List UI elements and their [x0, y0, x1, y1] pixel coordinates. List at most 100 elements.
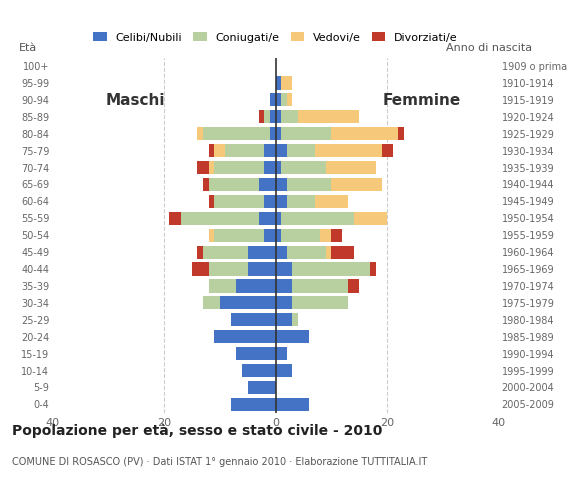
- Bar: [276, 398, 309, 411]
- Bar: [287, 144, 314, 157]
- Bar: [248, 263, 276, 276]
- Bar: [203, 178, 209, 191]
- Bar: [264, 161, 276, 174]
- Bar: [276, 228, 281, 242]
- Bar: [276, 245, 287, 259]
- Bar: [276, 296, 292, 310]
- Bar: [214, 195, 264, 208]
- Bar: [231, 398, 276, 411]
- Bar: [276, 144, 287, 157]
- Bar: [276, 178, 287, 191]
- Bar: [270, 93, 275, 107]
- Bar: [276, 330, 309, 343]
- Bar: [292, 313, 298, 326]
- Bar: [276, 263, 292, 276]
- Bar: [270, 110, 275, 123]
- Bar: [237, 347, 276, 360]
- Bar: [276, 313, 292, 326]
- Bar: [209, 144, 214, 157]
- Bar: [287, 178, 331, 191]
- Bar: [314, 144, 382, 157]
- Bar: [298, 110, 359, 123]
- Bar: [276, 347, 287, 360]
- Bar: [281, 161, 326, 174]
- Bar: [348, 279, 359, 292]
- Bar: [281, 93, 287, 107]
- Bar: [264, 110, 270, 123]
- Bar: [276, 279, 292, 292]
- Bar: [331, 245, 354, 259]
- Bar: [259, 178, 276, 191]
- Bar: [281, 228, 320, 242]
- Text: Anno di nascita: Anno di nascita: [446, 43, 532, 53]
- Text: Popolazione per età, sesso e stato civile - 2010: Popolazione per età, sesso e stato civil…: [12, 423, 382, 438]
- Bar: [197, 245, 203, 259]
- Bar: [203, 245, 248, 259]
- Bar: [264, 144, 276, 157]
- Bar: [180, 212, 259, 225]
- Bar: [214, 161, 264, 174]
- Bar: [331, 228, 342, 242]
- Text: COMUNE DI ROSASCO (PV) · Dati ISTAT 1° gennaio 2010 · Elaborazione TUTTITALIA.IT: COMUNE DI ROSASCO (PV) · Dati ISTAT 1° g…: [12, 456, 427, 467]
- Bar: [281, 76, 292, 90]
- Bar: [314, 195, 348, 208]
- Bar: [209, 228, 214, 242]
- Bar: [214, 330, 276, 343]
- Bar: [259, 110, 264, 123]
- Bar: [276, 161, 281, 174]
- Bar: [287, 93, 292, 107]
- Bar: [326, 161, 376, 174]
- Bar: [276, 76, 281, 90]
- Bar: [398, 127, 404, 140]
- Bar: [281, 127, 331, 140]
- Bar: [259, 212, 276, 225]
- Bar: [237, 279, 276, 292]
- Bar: [264, 195, 276, 208]
- Text: Femmine: Femmine: [383, 93, 461, 108]
- Bar: [220, 296, 276, 310]
- Bar: [197, 161, 209, 174]
- Bar: [276, 195, 287, 208]
- Bar: [169, 212, 180, 225]
- Bar: [276, 93, 281, 107]
- Bar: [209, 161, 214, 174]
- Bar: [197, 127, 203, 140]
- Bar: [326, 245, 331, 259]
- Bar: [225, 144, 264, 157]
- Bar: [231, 313, 276, 326]
- Bar: [264, 228, 276, 242]
- Text: Età: Età: [19, 43, 37, 53]
- Bar: [214, 144, 225, 157]
- Bar: [203, 296, 220, 310]
- Bar: [192, 263, 209, 276]
- Bar: [331, 178, 382, 191]
- Bar: [281, 212, 354, 225]
- Bar: [287, 245, 326, 259]
- Bar: [371, 263, 376, 276]
- Bar: [209, 195, 214, 208]
- Bar: [203, 127, 270, 140]
- Bar: [276, 364, 292, 377]
- Bar: [270, 127, 275, 140]
- Bar: [209, 263, 248, 276]
- Bar: [248, 245, 276, 259]
- Bar: [276, 110, 281, 123]
- Bar: [331, 127, 398, 140]
- Legend: Celibi/Nubili, Coniugati/e, Vedovi/e, Divorziati/e: Celibi/Nubili, Coniugati/e, Vedovi/e, Di…: [89, 28, 462, 47]
- Bar: [292, 279, 348, 292]
- Bar: [292, 296, 348, 310]
- Bar: [281, 110, 298, 123]
- Bar: [242, 364, 276, 377]
- Bar: [209, 178, 259, 191]
- Bar: [287, 195, 314, 208]
- Bar: [292, 263, 371, 276]
- Bar: [276, 127, 281, 140]
- Bar: [214, 228, 264, 242]
- Bar: [354, 212, 387, 225]
- Bar: [382, 144, 393, 157]
- Bar: [209, 279, 237, 292]
- Text: Maschi: Maschi: [106, 93, 165, 108]
- Bar: [276, 212, 281, 225]
- Bar: [248, 381, 276, 394]
- Bar: [320, 228, 331, 242]
